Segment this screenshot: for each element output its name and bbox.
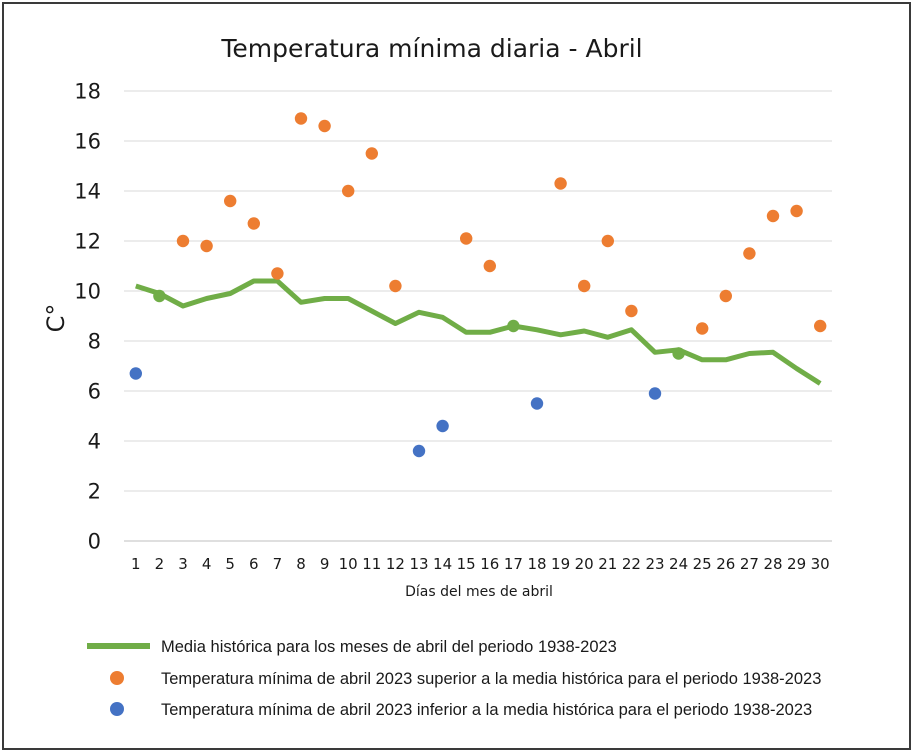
data-point — [176, 234, 190, 248]
data-point — [483, 259, 496, 273]
daily-min-points — [129, 112, 827, 458]
x-tick-label: 25 — [693, 555, 712, 573]
x-tick-label: 18 — [527, 555, 546, 573]
y-tick-label: 4 — [88, 430, 101, 454]
chart-title: Temperatura mínima diaria - Abril — [220, 34, 642, 63]
x-tick-label: 15 — [457, 555, 476, 573]
legend-marker-swatch — [110, 671, 124, 685]
x-tick-label: 26 — [716, 555, 735, 573]
data-point — [460, 232, 473, 245]
data-point — [578, 279, 591, 293]
data-point — [743, 247, 756, 260]
legend-label: Media histórica para los meses de abril … — [161, 638, 617, 656]
data-point — [814, 319, 827, 333]
y-tick-label: 0 — [88, 530, 101, 554]
data-point — [412, 444, 426, 458]
data-point — [342, 184, 355, 198]
data-point — [719, 289, 732, 303]
x-tick-label: 8 — [296, 555, 306, 573]
x-tick-label: 12 — [386, 555, 405, 573]
legend-label: Temperatura mínima de abril 2023 inferio… — [161, 701, 812, 719]
data-point — [436, 419, 449, 433]
x-tick-label: 5 — [225, 555, 235, 573]
x-tick-label: 13 — [409, 555, 428, 573]
y-tick-label: 6 — [88, 380, 101, 404]
historical-mean-line — [135, 278, 822, 386]
data-point — [153, 289, 166, 303]
x-tick-label: 28 — [763, 555, 782, 573]
data-point — [601, 234, 614, 248]
x-axis-label: Días del mes de abril — [405, 584, 553, 600]
y-tick-label: 10 — [74, 280, 101, 304]
x-tick-label: 22 — [622, 555, 641, 573]
y-tick-label: 14 — [74, 180, 101, 204]
data-point — [530, 397, 544, 410]
y-tick-label: 8 — [88, 330, 101, 354]
x-axis-ticks: 1 2 3 4 5 6 7 8 9 10 11 12 13 14 15 16 17 18 19 20 21 22 23 24 2… — [131, 555, 830, 573]
data-point — [294, 112, 308, 125]
data-point — [766, 209, 780, 223]
data-point — [224, 194, 237, 208]
y-tick-label: 18 — [74, 80, 101, 104]
x-tick-label: 30 — [811, 555, 830, 573]
data-point — [790, 204, 803, 218]
data-point — [247, 217, 260, 230]
x-tick-label: 27 — [740, 555, 759, 573]
x-tick-label: 21 — [598, 555, 617, 573]
data-point — [365, 147, 378, 160]
x-tick-label: 11 — [362, 555, 381, 573]
data-point — [389, 279, 402, 293]
data-point — [318, 119, 331, 133]
x-tick-label: 4 — [202, 555, 212, 573]
x-tick-label: 20 — [575, 555, 594, 573]
data-point — [554, 177, 567, 190]
data-point — [200, 239, 213, 253]
x-tick-label: 14 — [433, 555, 452, 573]
x-tick-label: 29 — [787, 555, 806, 573]
y-tick-label: 12 — [74, 230, 101, 254]
data-point — [507, 319, 520, 333]
historical-mean-series — [135, 278, 822, 386]
data-point — [672, 347, 685, 360]
data-point — [648, 387, 662, 400]
data-point — [129, 367, 142, 380]
x-tick-label: 17 — [504, 555, 523, 573]
x-tick-label: 9 — [320, 555, 330, 573]
x-tick-label: 3 — [178, 555, 188, 573]
gridlines — [124, 90, 832, 542]
x-tick-label: 10 — [339, 555, 358, 573]
legend: Media histórica para los meses de abril … — [87, 638, 821, 719]
x-tick-label: 2 — [155, 555, 165, 573]
x-tick-label: 16 — [480, 555, 499, 573]
x-tick-label: 7 — [273, 555, 283, 573]
y-axis-label: C° — [42, 304, 70, 333]
data-point — [696, 322, 709, 335]
x-tick-label: 19 — [551, 555, 570, 573]
y-axis-ticks: 0 2 4 6 8 10 12 14 16 18 — [74, 80, 101, 554]
data-point — [271, 267, 284, 280]
x-tick-label: 6 — [249, 555, 259, 573]
data-point — [625, 304, 638, 318]
legend-label: Temperatura mínima de abril 2023 superio… — [161, 670, 821, 688]
y-tick-label: 2 — [88, 480, 101, 504]
x-tick-label: 23 — [645, 555, 664, 573]
x-tick-label: 24 — [669, 555, 688, 573]
x-tick-label: 1 — [131, 555, 141, 573]
y-tick-label: 16 — [74, 130, 101, 154]
legend-marker-swatch — [110, 702, 124, 716]
